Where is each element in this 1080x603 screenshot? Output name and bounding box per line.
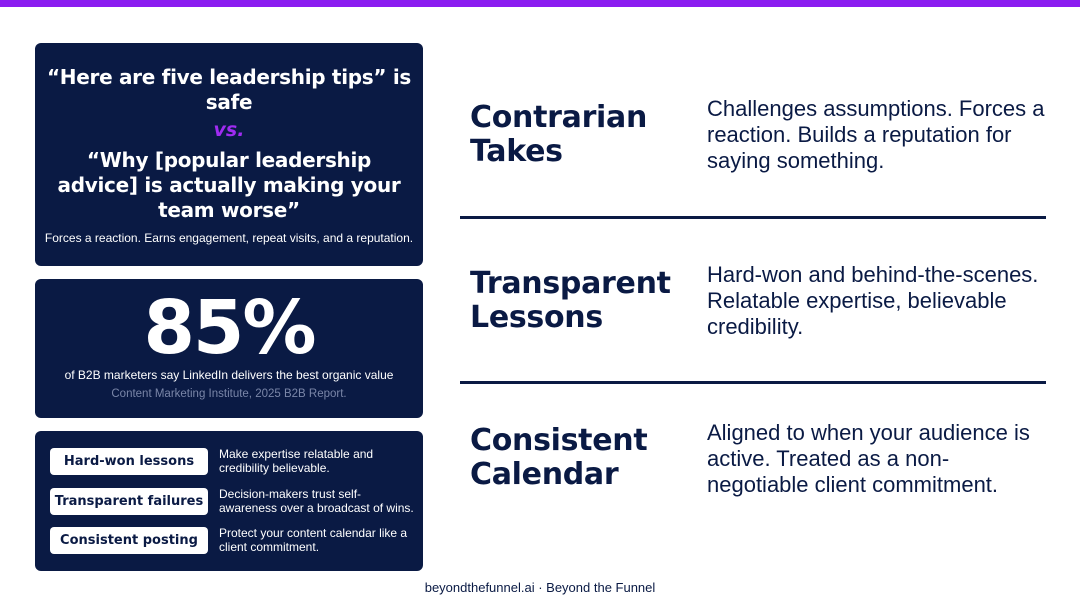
quote-safe: “Here are five leadership tips” is safe xyxy=(46,65,412,114)
quote-card-caption: Forces a reaction. Earns engagement, rep… xyxy=(44,231,414,245)
quote-contrarian: “Why [popular leadership advice] is actu… xyxy=(57,148,401,222)
tip-description: Protect your content calendar like a cli… xyxy=(219,526,408,554)
stat-card: 85% of B2B marketers say LinkedIn delive… xyxy=(35,279,423,418)
quote-card: “Here are five leadership tips” is safe … xyxy=(35,43,423,266)
tip-description: Make expertise relatable and credibility… xyxy=(219,447,374,475)
tip-pill: Consistent posting xyxy=(50,527,208,554)
row-title-contrarian: Contrarian Takes xyxy=(470,100,648,169)
stat-description: of B2B marketers say LinkedIn delivers t… xyxy=(64,368,394,382)
top-accent-bar xyxy=(0,0,1080,7)
row-title-transparent: Transparent Lessons xyxy=(470,266,671,335)
row-divider xyxy=(460,381,1046,384)
row-description-consistent: Aligned to when your audience is active.… xyxy=(707,420,1030,497)
row-description-contrarian: Challenges assumptions. Forces a reactio… xyxy=(707,96,1045,173)
tips-card: Hard-won lessons Make expertise relatabl… xyxy=(35,431,423,571)
tip-pill: Transparent failures xyxy=(50,488,208,515)
tip-description: Decision-makers trust self-awareness ove… xyxy=(219,487,414,515)
vs-label: vs. xyxy=(213,119,245,141)
tip-pill: Hard-won lessons xyxy=(50,448,208,475)
stat-value: 85% xyxy=(143,285,316,371)
tip-row: Consistent posting Protect your content … xyxy=(50,523,415,559)
tip-row: Hard-won lessons Make expertise relatabl… xyxy=(50,444,415,480)
row-title-consistent: Consistent Calendar xyxy=(470,423,648,492)
tip-row: Transparent failures Decision-makers tru… xyxy=(50,484,415,520)
stat-source: Content Marketing Institute, 2025 B2B Re… xyxy=(111,388,347,400)
row-description-transparent: Hard-won and behind-the-scenes. Relatabl… xyxy=(707,262,1039,339)
row-divider xyxy=(460,216,1046,219)
footer-credit: beyondthefunnel.ai · Beyond the Funnel xyxy=(424,580,656,595)
